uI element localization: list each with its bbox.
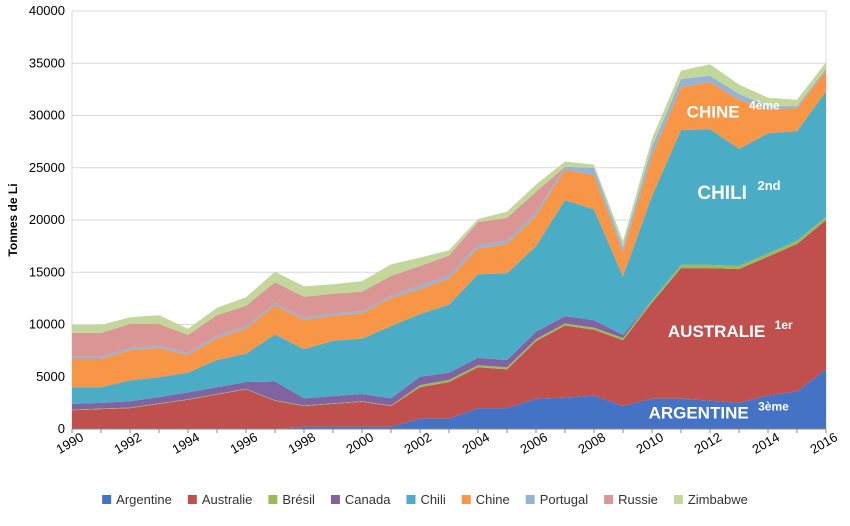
legend-item-chine: Chine: [461, 492, 510, 507]
x-tick-label: 2006: [517, 429, 550, 456]
legend-item-australie: Australie: [187, 492, 253, 507]
legend-item-canada: Canada: [330, 492, 391, 507]
x-tick-label: 2008: [575, 429, 608, 456]
stacked-areas: [72, 62, 826, 429]
legend-label: Chili: [420, 492, 445, 507]
x-axis: 1990 1992 1994 1996 1998 2000 2002 2004 2006 2008…: [53, 428, 840, 457]
legend-swatch: [406, 495, 416, 504]
legend-label: Brésil: [282, 492, 315, 507]
legend-item-chili: Chili: [406, 492, 446, 507]
x-tick-label: 1996: [227, 429, 260, 456]
legend-item-argentine: Argentine: [102, 492, 172, 507]
y-axis: 0 5000 10000 15000 20000 25000 30000 35000 40000: [29, 3, 65, 436]
legend-swatch: [187, 495, 197, 504]
legend-swatch: [461, 495, 471, 504]
area-chine: [72, 70, 826, 388]
y-tick-label: 40000: [29, 3, 65, 18]
x-tick-label: 2016: [807, 429, 840, 456]
legend-item-zimbabwe: Zimbabwe: [673, 492, 748, 507]
annotation-australie: AUSTRALIE 1er: [668, 318, 793, 341]
area-russie: [72, 68, 826, 357]
legend-swatch: [525, 495, 535, 504]
y-tick-label: 30000: [29, 108, 65, 123]
legend-swatch: [673, 495, 683, 504]
x-tick-label: 2010: [633, 429, 666, 456]
y-tick-label: 10000: [29, 317, 65, 332]
annotation-label: ARGENTINE: [649, 404, 759, 423]
annotation-argentine: ARGENTINE 3ème: [649, 400, 790, 423]
annotation-rank: 4ème: [749, 99, 780, 113]
legend-swatch: [268, 495, 278, 504]
x-tick-label: 2000: [343, 429, 376, 456]
y-tick-label: 20000: [29, 212, 65, 227]
x-tick-label: 2014: [749, 429, 782, 456]
annotation-label: AUSTRALIE: [668, 322, 775, 341]
legend-label: Portugal: [540, 492, 589, 507]
annotation-chine: CHINE 4ème: [687, 99, 780, 122]
annotations: ARGENTINE 3ème AUSTRALIE 1er CHILI 2nd CHIN…: [649, 99, 793, 423]
legend-label: Canada: [345, 492, 391, 507]
y-axis-title: Tonnes de Li: [6, 183, 20, 256]
legend-label: Argentine: [116, 492, 172, 507]
legend: Argentine Australie Brésil Canada Chili Chine…: [102, 492, 748, 507]
x-tick-label: 2004: [459, 429, 492, 456]
x-tick-label: 2012: [691, 429, 724, 456]
y-tick-label: 25000: [29, 160, 65, 175]
annotation-label: CHINE: [687, 103, 749, 122]
legend-item-portugal: Portugal: [525, 492, 589, 507]
legend-label: Zimbabwe: [688, 492, 748, 507]
x-tick-label: 1992: [111, 429, 144, 456]
annotation-rank: 1er: [775, 318, 793, 332]
legend-item-russie: Russie: [604, 492, 658, 507]
annotation-label: CHILI: [697, 183, 757, 204]
legend-label: Chine: [476, 492, 510, 507]
x-tick-label: 1994: [169, 429, 202, 456]
y-tick-label: 35000: [29, 55, 65, 70]
x-tick-label: 2002: [401, 429, 434, 456]
legend-swatch: [102, 495, 112, 504]
y-tick-label: 15000: [29, 264, 65, 279]
annotation-rank: 2nd: [758, 178, 781, 193]
area-australie: [72, 220, 826, 429]
area-argentine: [72, 369, 826, 429]
annotation-rank: 3ème: [758, 400, 789, 414]
annotation-chili: CHILI 2nd: [697, 178, 780, 204]
y-tick-label: 0: [58, 421, 65, 436]
legend-label: Australie: [202, 492, 253, 507]
legend-item-brésil: Brésil: [268, 492, 315, 507]
x-tick-label: 1998: [285, 429, 318, 456]
legend-label: Russie: [618, 492, 658, 507]
legend-swatch: [604, 495, 614, 504]
y-tick-label: 5000: [36, 369, 65, 384]
legend-swatch: [330, 495, 340, 504]
area-chili: [72, 91, 826, 404]
